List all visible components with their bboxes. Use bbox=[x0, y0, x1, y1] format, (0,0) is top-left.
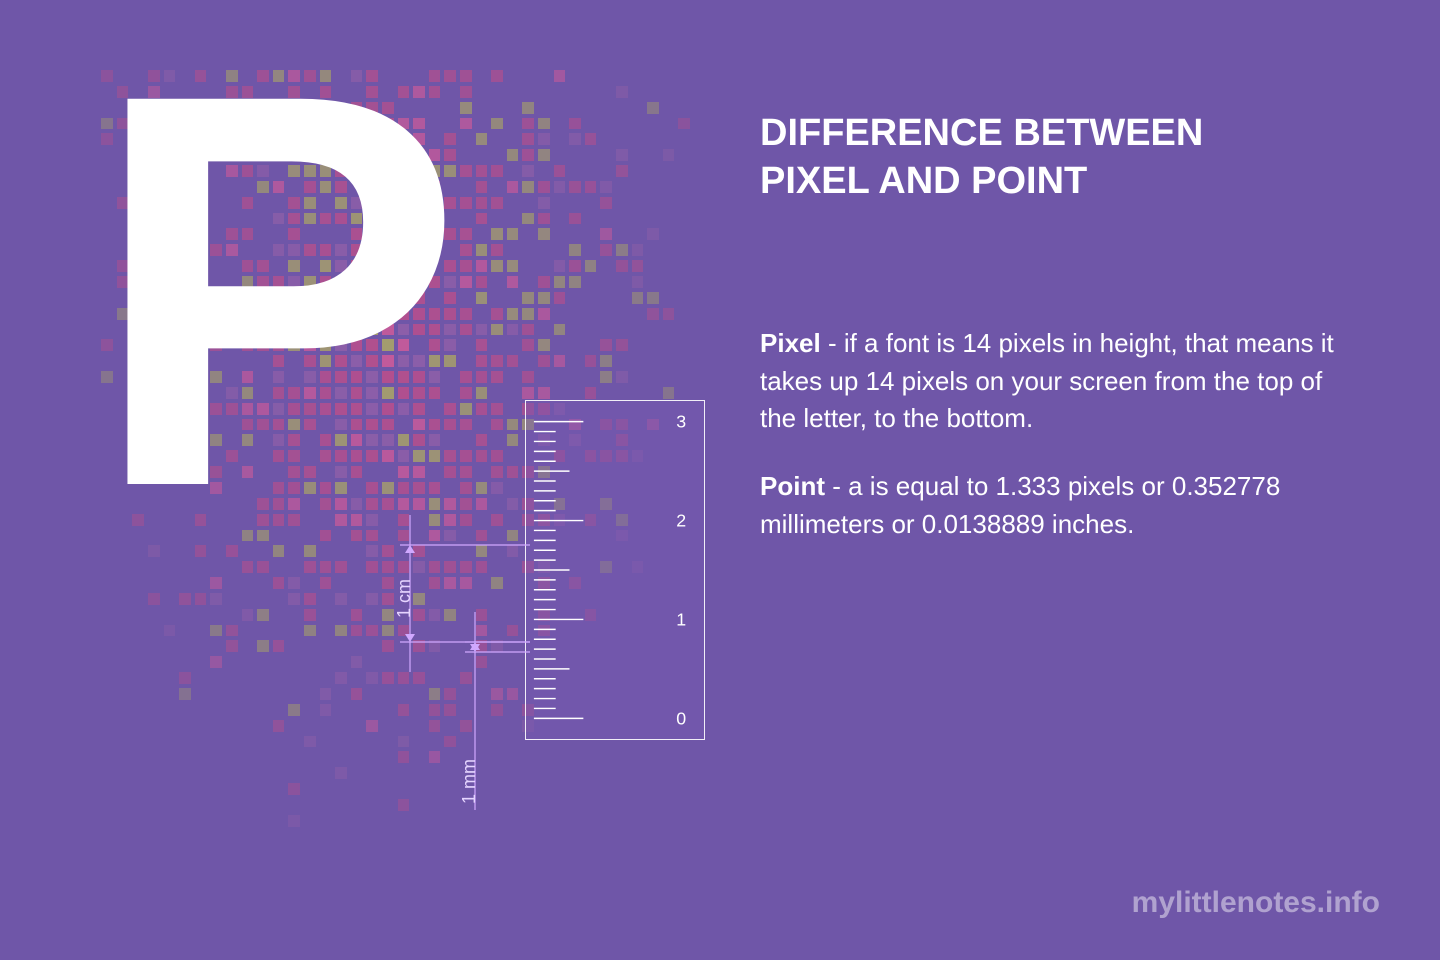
point-paragraph: Point - a is equal to 1.333 pixels or 0.… bbox=[760, 468, 1360, 543]
point-definition: - a is equal to 1.333 pixels or 0.352778… bbox=[760, 471, 1280, 539]
point-term: Point bbox=[760, 471, 825, 501]
watermark: mylittlenotes.info bbox=[1132, 886, 1380, 920]
title-line-1: DIFFERENCE BETWEEN bbox=[760, 112, 1203, 154]
text-panel: DIFFERENCE BETWEEN PIXEL AND POINT Pixel… bbox=[760, 110, 1360, 573]
pixel-paragraph: Pixel - if a font is 14 pixels in height… bbox=[760, 325, 1360, 438]
ruler: 0 1 2 3 bbox=[525, 400, 705, 740]
big-letter-p: P bbox=[90, 10, 452, 570]
page-title: DIFFERENCE BETWEEN PIXEL AND POINT bbox=[760, 110, 1360, 205]
dimension-label-cm: 1 cm bbox=[394, 578, 415, 617]
title-line-2: PIXEL AND POINT bbox=[760, 160, 1087, 202]
body-text: Pixel - if a font is 14 pixels in height… bbox=[760, 325, 1360, 543]
pixel-term: Pixel bbox=[760, 328, 821, 358]
svg-text:1: 1 bbox=[676, 609, 686, 629]
svg-text:0: 0 bbox=[676, 708, 686, 728]
illustration-panel: P 0123 1 cm 1 mm bbox=[70, 70, 690, 890]
svg-text:3: 3 bbox=[676, 412, 686, 432]
dimension-label-mm: 1 mm bbox=[459, 759, 480, 804]
pixel-definition: - if a font is 14 pixels in height, that… bbox=[760, 328, 1334, 433]
svg-text:2: 2 bbox=[676, 510, 686, 530]
